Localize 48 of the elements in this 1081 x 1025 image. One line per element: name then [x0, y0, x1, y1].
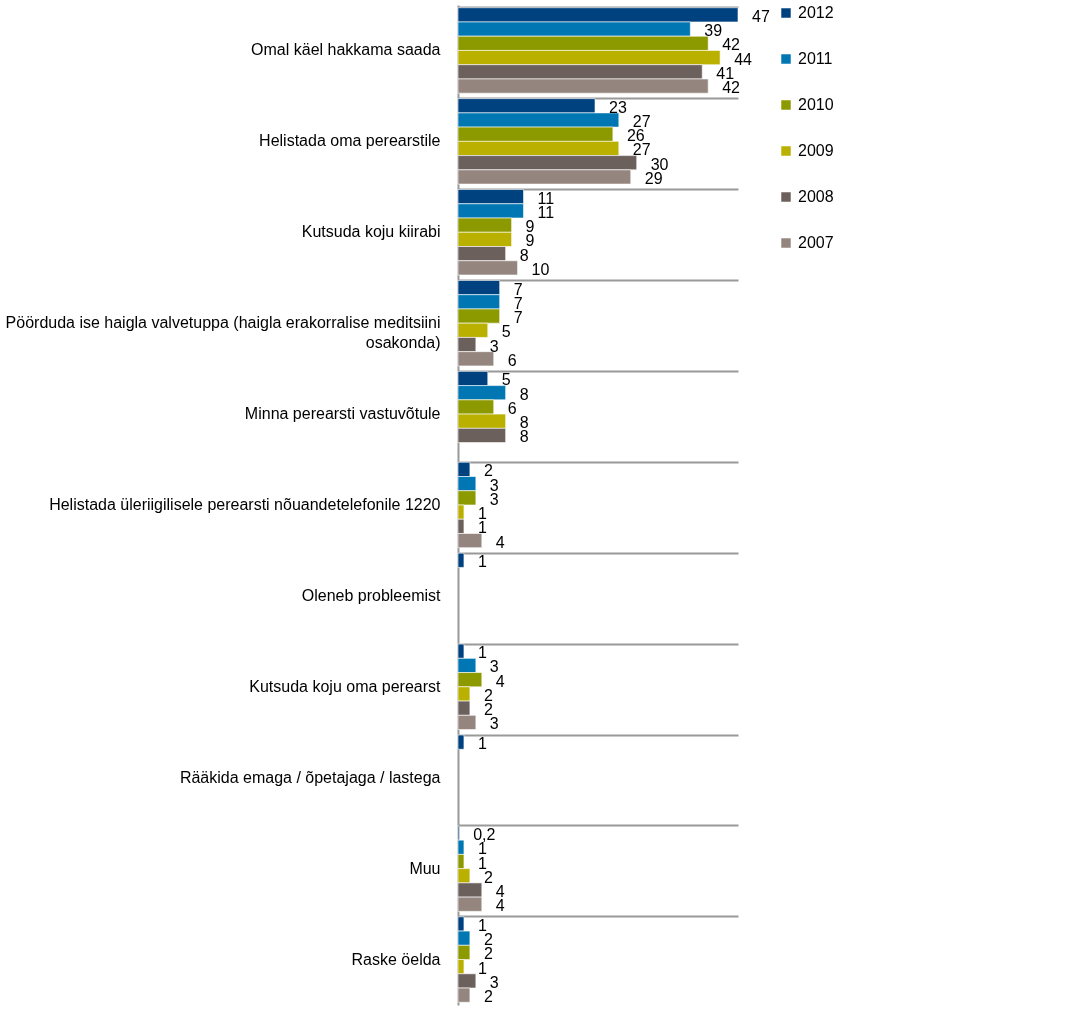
data-label: 4 — [495, 883, 505, 900]
legend-label: 2011 — [798, 50, 833, 67]
y-tick-label: Raske öelda — [351, 950, 441, 968]
data-label: 4 — [495, 533, 505, 551]
y-tick-label: Muu — [409, 859, 441, 877]
data-label: 8 — [519, 385, 529, 403]
legend-label: 2008 — [798, 188, 834, 205]
data-label: 41 — [716, 64, 735, 82]
data-label: 2 — [483, 988, 493, 1006]
legend-label: 2012 — [798, 4, 834, 21]
data-label: 47 — [752, 7, 770, 25]
data-label: 1 — [477, 519, 487, 537]
y-tick-label: Rääkida emaga / õpetajaga / lastega — [179, 768, 441, 786]
y-tick-label: Pöörduda ise haigla valvetuppa (haigla erakorralise meditsiini osakonda) — [5, 314, 441, 352]
data-label: 4 — [495, 897, 505, 915]
data-label: 3 — [489, 715, 499, 733]
data-label: 5 — [501, 323, 511, 341]
data-label: 1 — [477, 916, 487, 934]
bar — [457, 734, 465, 750]
data-label: 7 — [513, 309, 523, 327]
data-label: 27 — [632, 141, 651, 159]
data-label: 3 — [489, 973, 499, 991]
y-tick-label: Helistada üleriigilisele perearsti nõuandetelefonile 1220 — [49, 496, 441, 513]
data-label: 0,2 — [473, 826, 496, 844]
legend-label: 2009 — [798, 142, 834, 159]
data-label: 1 — [477, 735, 487, 753]
y-tick-label: Kutsuda koju oma perearst — [249, 677, 442, 695]
data-label: 1 — [477, 553, 487, 571]
y-tick-label: Kutsuda koju kiirabi — [301, 223, 441, 241]
data-label: 5 — [501, 371, 511, 389]
data-label: 6 — [507, 399, 517, 417]
data-label: 8 — [519, 428, 529, 446]
legend-label: 2010 — [798, 96, 834, 113]
data-label: 27 — [632, 113, 651, 130]
data-label: 42 — [722, 79, 741, 97]
data-label: 2 — [483, 686, 493, 704]
data-label: 3 — [489, 337, 499, 355]
y-tick-label: Helistada oma perearstile — [259, 132, 441, 150]
data-label: 6 — [507, 351, 517, 369]
bar — [457, 552, 465, 568]
y-tick-label: Minna perearsti vastuvõtule — [244, 405, 441, 423]
y-tick-label: Omal käel hakkama saada — [251, 41, 441, 59]
data-label: 23 — [609, 98, 627, 116]
y-tick-label: Oleneb probleemist — [301, 586, 442, 604]
data-label: 1 — [477, 644, 487, 662]
legend-label: 2007 — [798, 234, 834, 251]
data-label: 39 — [704, 22, 723, 40]
data-label: 10 — [531, 260, 550, 278]
